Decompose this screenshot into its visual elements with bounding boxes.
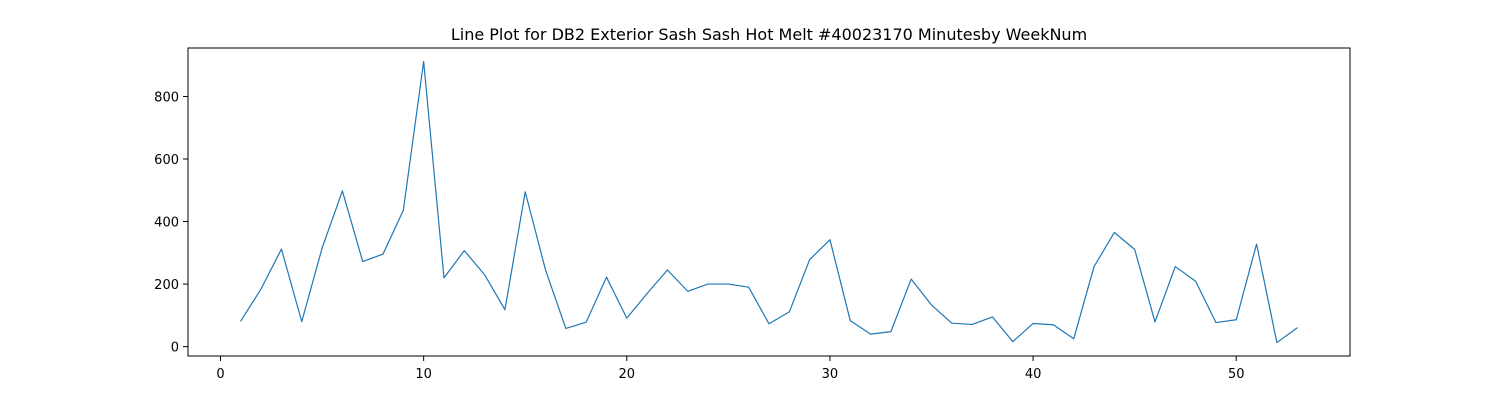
y-axis: 0 200 400 600 800 xyxy=(154,90,188,356)
x-tick-label: 0 xyxy=(216,367,224,382)
y-tick-label: 200 xyxy=(154,278,179,293)
y-tick-label: 0 xyxy=(171,341,179,356)
x-tick-label: 40 xyxy=(1025,367,1042,382)
chart-title: Line Plot for DB2 Exterior Sash Sash Hot… xyxy=(451,25,1087,44)
x-tick-label: 20 xyxy=(619,367,636,382)
y-tick-label: 600 xyxy=(154,153,179,168)
plot-frame xyxy=(187,47,1351,357)
y-tick-label: 400 xyxy=(154,216,179,231)
y-tick-label: 800 xyxy=(154,90,179,105)
x-axis: 0 10 20 30 40 50 xyxy=(216,356,1245,382)
series-line xyxy=(240,60,1298,344)
x-tick-label: 50 xyxy=(1228,367,1245,382)
x-tick-label: 10 xyxy=(415,367,432,382)
x-tick-label: 30 xyxy=(822,367,839,382)
